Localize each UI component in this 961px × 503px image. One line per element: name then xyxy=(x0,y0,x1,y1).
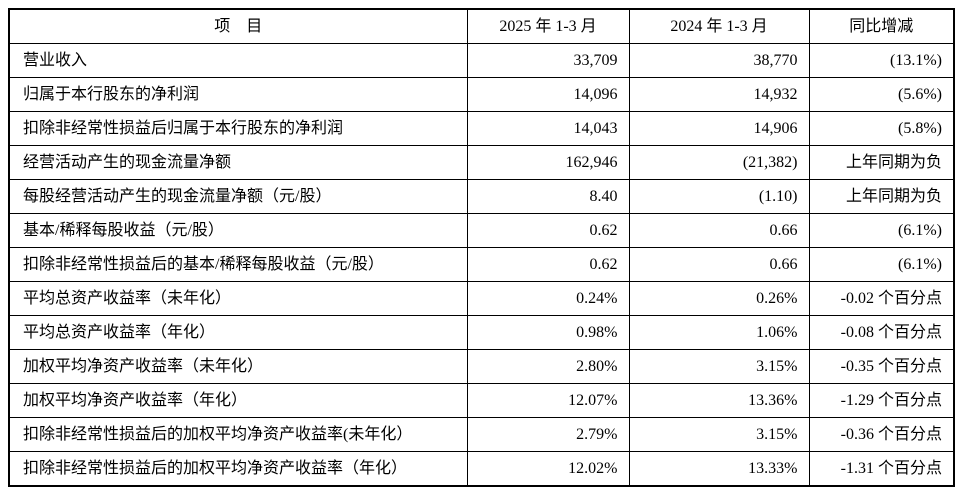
value-2025-cell: 0.62 xyxy=(466,213,630,248)
table-row: 归属于本行股东的净利润 14,096 14,932 (5.6%) xyxy=(8,77,955,112)
yoy-change-cell: -0.36 个百分点 xyxy=(808,417,955,452)
value-2024-cell: (21,382) xyxy=(628,145,810,180)
yoy-change-cell: (13.1%) xyxy=(808,43,955,78)
table-row: 经营活动产生的现金流量净额 162,946 (21,382) 上年同期为负 xyxy=(8,145,955,180)
item-label-cell: 基本/稀释每股收益（元/股） xyxy=(8,213,468,248)
value-2024-cell: 14,932 xyxy=(628,77,810,112)
item-label-cell: 营业收入 xyxy=(8,43,468,78)
yoy-change-cell: -0.08 个百分点 xyxy=(808,315,955,350)
table-row: 加权平均净资产收益率（年化） 12.07% 13.36% -1.29 个百分点 xyxy=(8,383,955,418)
item-label-cell: 平均总资产收益率（未年化） xyxy=(8,281,468,316)
table-row: 平均总资产收益率（未年化） 0.24% 0.26% -0.02 个百分点 xyxy=(8,281,955,316)
item-label-cell: 扣除非经常性损益后的加权平均净资产收益率（年化） xyxy=(8,451,468,487)
table-row: 扣除非经常性损益后的加权平均净资产收益率（年化） 12.02% 13.33% -… xyxy=(8,451,955,487)
value-2024-cell: 38,770 xyxy=(628,43,810,78)
value-2025-cell: 12.02% xyxy=(466,451,630,487)
yoy-change-cell: (6.1%) xyxy=(808,247,955,282)
table-row: 扣除非经常性损益后的加权平均净资产收益率(未年化） 2.79% 3.15% -0… xyxy=(8,417,955,452)
table-row: 扣除非经常性损益后归属于本行股东的净利润 14,043 14,906 (5.8%… xyxy=(8,111,955,146)
value-2024-cell: (1.10) xyxy=(628,179,810,214)
yoy-change-cell: -0.35 个百分点 xyxy=(808,349,955,384)
value-2024-cell: 13.36% xyxy=(628,383,810,418)
yoy-change-cell: -0.02 个百分点 xyxy=(808,281,955,316)
financial-summary-table: 项 目 2025 年 1-3 月 2024 年 1-3 月 同比增减 营业收入 … xyxy=(8,8,955,487)
yoy-change-cell: 上年同期为负 xyxy=(808,179,955,214)
item-label-cell: 扣除非经常性损益后的基本/稀释每股收益（元/股） xyxy=(8,247,468,282)
table-row: 基本/稀释每股收益（元/股） 0.62 0.66 (6.1%) xyxy=(8,213,955,248)
table-row: 营业收入 33,709 38,770 (13.1%) xyxy=(8,43,955,78)
item-label-cell: 扣除非经常性损益后归属于本行股东的净利润 xyxy=(8,111,468,146)
table-body: 营业收入 33,709 38,770 (13.1%) 归属于本行股东的净利润 1… xyxy=(8,43,955,487)
table-row: 平均总资产收益率（年化） 0.98% 1.06% -0.08 个百分点 xyxy=(8,315,955,350)
value-2025-cell: 0.24% xyxy=(466,281,630,316)
value-2024-cell: 0.66 xyxy=(628,213,810,248)
value-2024-cell: 0.26% xyxy=(628,281,810,316)
yoy-change-cell: -1.31 个百分点 xyxy=(808,451,955,487)
header-row: 项 目 2025 年 1-3 月 2024 年 1-3 月 同比增减 xyxy=(8,8,955,44)
value-2024-cell: 3.15% xyxy=(628,349,810,384)
item-label-cell: 经营活动产生的现金流量净额 xyxy=(8,145,468,180)
value-2024-cell: 3.15% xyxy=(628,417,810,452)
table-row: 加权平均净资产收益率（未年化） 2.80% 3.15% -0.35 个百分点 xyxy=(8,349,955,384)
yoy-change-cell: (5.8%) xyxy=(808,111,955,146)
value-2024-cell: 0.66 xyxy=(628,247,810,282)
value-2025-cell: 33,709 xyxy=(466,43,630,78)
header-cell-item: 项 目 xyxy=(8,8,468,44)
value-2025-cell: 2.80% xyxy=(466,349,630,384)
item-label-cell: 扣除非经常性损益后的加权平均净资产收益率(未年化） xyxy=(8,417,468,452)
value-2024-cell: 13.33% xyxy=(628,451,810,487)
header-cell-period-2024: 2024 年 1-3 月 xyxy=(628,8,810,44)
value-2024-cell: 14,906 xyxy=(628,111,810,146)
value-2024-cell: 1.06% xyxy=(628,315,810,350)
document-page: 项 目 2025 年 1-3 月 2024 年 1-3 月 同比增减 营业收入 … xyxy=(8,8,955,487)
value-2025-cell: 0.98% xyxy=(466,315,630,350)
table-row: 每股经营活动产生的现金流量净额（元/股） 8.40 (1.10) 上年同期为负 xyxy=(8,179,955,214)
yoy-change-cell: (6.1%) xyxy=(808,213,955,248)
item-label-cell: 每股经营活动产生的现金流量净额（元/股） xyxy=(8,179,468,214)
value-2025-cell: 162,946 xyxy=(466,145,630,180)
yoy-change-cell: (5.6%) xyxy=(808,77,955,112)
item-label-cell: 平均总资产收益率（年化） xyxy=(8,315,468,350)
yoy-change-cell: -1.29 个百分点 xyxy=(808,383,955,418)
header-cell-period-2025: 2025 年 1-3 月 xyxy=(466,8,630,44)
value-2025-cell: 8.40 xyxy=(466,179,630,214)
yoy-change-cell: 上年同期为负 xyxy=(808,145,955,180)
table-row: 扣除非经常性损益后的基本/稀释每股收益（元/股） 0.62 0.66 (6.1%… xyxy=(8,247,955,282)
value-2025-cell: 2.79% xyxy=(466,417,630,452)
value-2025-cell: 14,043 xyxy=(466,111,630,146)
header-cell-yoy-change: 同比增减 xyxy=(808,8,955,44)
value-2025-cell: 14,096 xyxy=(466,77,630,112)
item-label-cell: 加权平均净资产收益率（未年化） xyxy=(8,349,468,384)
value-2025-cell: 0.62 xyxy=(466,247,630,282)
value-2025-cell: 12.07% xyxy=(466,383,630,418)
item-label-cell: 加权平均净资产收益率（年化） xyxy=(8,383,468,418)
table-header: 项 目 2025 年 1-3 月 2024 年 1-3 月 同比增减 xyxy=(8,8,955,44)
item-label-cell: 归属于本行股东的净利润 xyxy=(8,77,468,112)
